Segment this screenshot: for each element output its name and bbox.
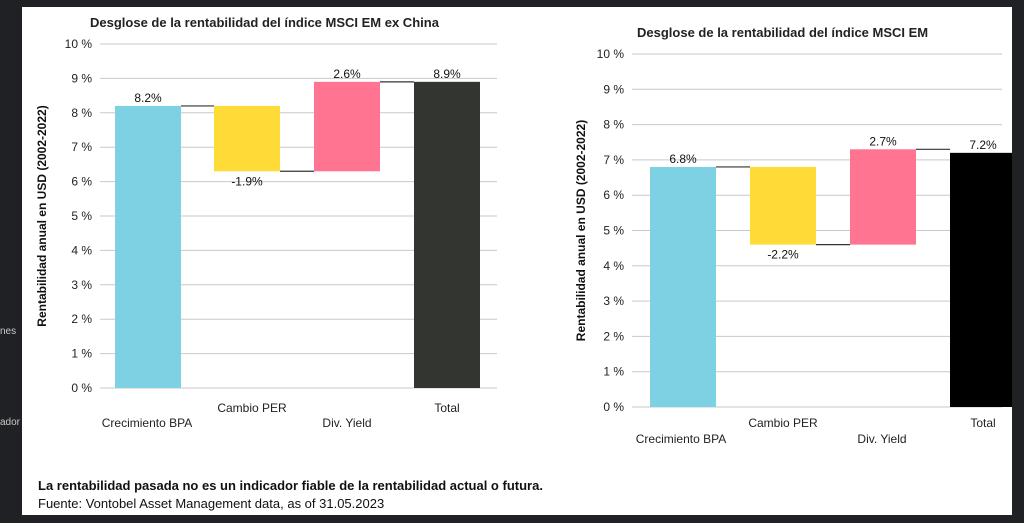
y-tick-label: 8 %: [603, 118, 624, 132]
disclaimer-text: La rentabilidad pasada no es un indicado…: [38, 478, 543, 493]
chart-title: Desglose de la rentabilidad del índice M…: [637, 25, 928, 40]
y-tick-label: 6 %: [603, 188, 624, 202]
y-tick-label: 5 %: [71, 209, 92, 223]
y-tick-label: 8 %: [71, 106, 92, 120]
chart-msci-em-ex-china: Desglose de la rentabilidad del índice M…: [35, 15, 497, 430]
chart-panel: Desglose de la rentabilidad del índice M…: [22, 7, 1012, 515]
bar: [314, 81, 380, 172]
x-category-label: Total: [970, 416, 995, 430]
source-text: Fuente: Vontobel Asset Management data, …: [38, 496, 385, 511]
y-tick-label: 6 %: [71, 175, 92, 189]
bar: [750, 166, 816, 245]
bar: [214, 105, 280, 172]
data-label: 2.6%: [333, 67, 361, 81]
y-tick-label: 2 %: [71, 312, 92, 326]
chart-title: Desglose de la rentabilidad del índice M…: [90, 15, 440, 30]
sidebar-fragment-2: ador: [0, 417, 21, 428]
y-tick-label: 9 %: [71, 71, 92, 85]
y-tick-label: 0 %: [71, 381, 92, 395]
data-label: 6.8%: [669, 152, 697, 166]
y-axis-label: Rentabilidad anual en USD (2002-2022): [574, 120, 588, 341]
y-tick-label: 10 %: [65, 37, 93, 51]
data-label: 8.9%: [433, 67, 461, 81]
y-tick-label: 0 %: [603, 400, 624, 414]
y-tick-label: 3 %: [603, 294, 624, 308]
y-tick-label: 7 %: [71, 140, 92, 154]
y-tick-label: 1 %: [603, 365, 624, 379]
data-label: -2.2%: [767, 248, 799, 262]
y-tick-label: 4 %: [71, 243, 92, 257]
y-tick-label: 5 %: [603, 224, 624, 238]
data-label: -1.9%: [231, 174, 263, 188]
y-tick-label: 3 %: [71, 278, 92, 292]
x-category-label: Crecimiento BPA: [102, 416, 192, 430]
bar: [115, 105, 181, 389]
y-tick-label: 7 %: [603, 153, 624, 167]
data-label: 2.7%: [869, 134, 897, 148]
y-tick-label: 1 %: [71, 347, 92, 361]
bar: [950, 152, 1012, 407]
bar: [650, 166, 716, 407]
x-category-label: Cambio PER: [748, 416, 818, 430]
data-label: 7.2%: [969, 138, 997, 152]
y-axis-label: Rentabilidad anual en USD (2002-2022): [35, 105, 49, 326]
x-category-label: Crecimiento BPA: [636, 432, 726, 446]
y-tick-label: 9 %: [603, 82, 624, 96]
x-category-label: Div. Yield: [857, 432, 906, 446]
y-tick-label: 10 %: [597, 47, 625, 61]
bar: [414, 81, 480, 388]
bar: [850, 149, 916, 245]
chart-msci-em: Desglose de la rentabilidad del índice M…: [574, 25, 1012, 446]
y-tick-label: 2 %: [603, 329, 624, 343]
sidebar-fragment-1: nes: [0, 326, 17, 337]
x-category-label: Div. Yield: [322, 416, 371, 430]
data-label: 8.2%: [134, 91, 162, 105]
x-category-label: Cambio PER: [217, 401, 287, 415]
x-category-label: Total: [434, 401, 459, 415]
y-tick-label: 4 %: [603, 259, 624, 273]
